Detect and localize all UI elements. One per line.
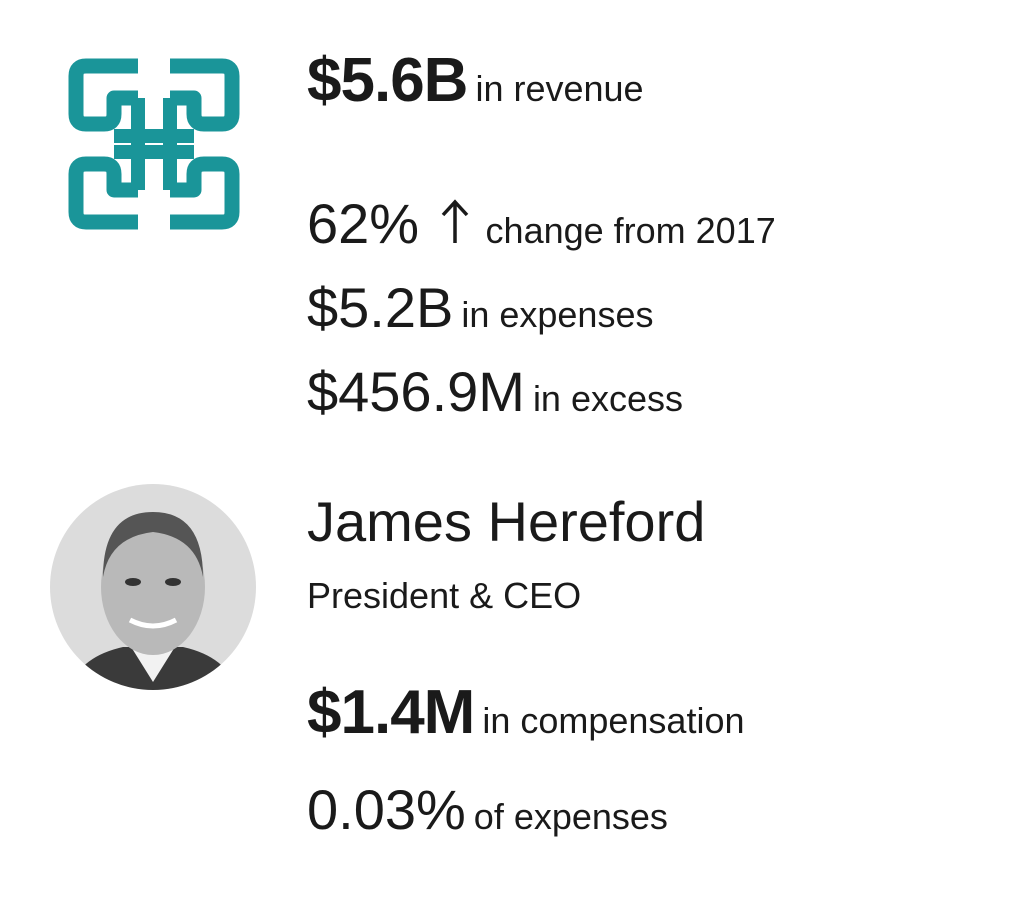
change-label: change from 2017 [485,210,776,251]
expenses-amount: $5.2B [307,276,454,339]
change-amount: 62% [307,192,420,255]
expenses-line: $5.2B in expenses [307,280,653,336]
portrait [50,484,256,690]
revenue-line: $5.6B in revenue [307,50,644,112]
person-name: James Hereford [307,490,706,553]
excess-amount: $456.9M [307,360,525,423]
compensation-line: $1.4M in compensation [307,682,745,744]
compensation-amount: $1.4M [307,678,475,747]
share-line: 0.03% of expenses [307,782,668,838]
compensation-label: in compensation [482,700,745,741]
up-arrow [441,199,468,243]
revenue-amount: $5.6B [307,46,468,115]
logo [68,58,240,230]
expenses-label: in expenses [461,294,654,335]
excess-line: $456.9M in excess [307,364,683,420]
excess-label: in excess [532,378,684,419]
share-amount: 0.03% [307,778,466,841]
revenue-label: in revenue [475,68,644,109]
person-title: President & CEO [307,575,582,616]
change-line: 62% change from 2017 [307,196,776,252]
share-label: of expenses [473,796,668,837]
